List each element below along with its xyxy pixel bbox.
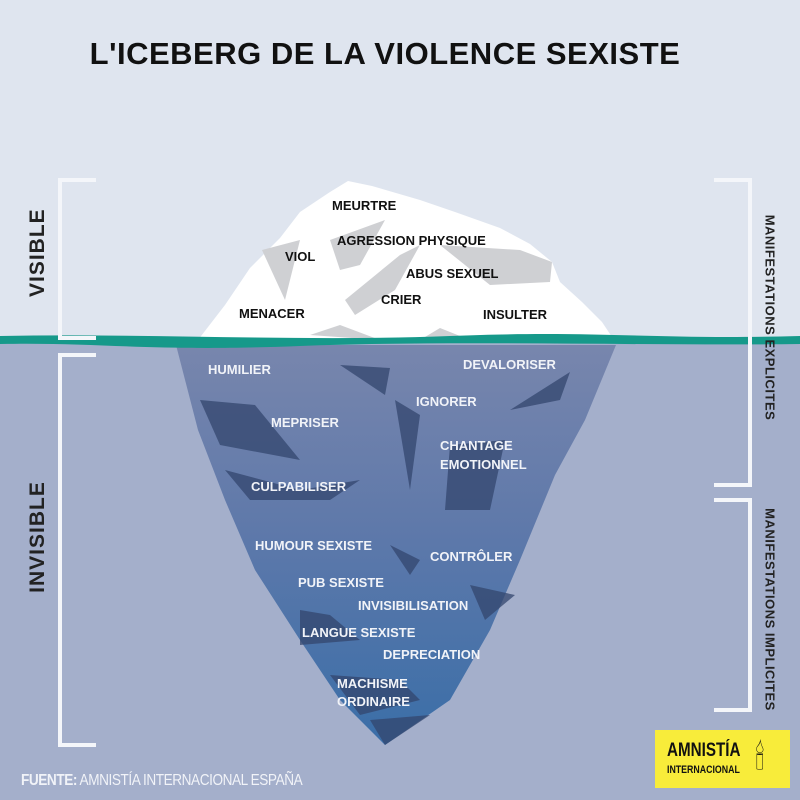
- word-devaloriser: DEVALORISER: [463, 357, 556, 372]
- word-pub-sexiste: PUB SEXISTE: [298, 575, 384, 590]
- source-label: FUENTE:: [21, 772, 77, 789]
- candle-barbed-wire-icon: 🕯: [755, 739, 765, 777]
- word-langue-sexiste: LANGUE SEXISTE: [302, 625, 416, 640]
- word-depreciation: DEPRECIATION: [383, 647, 481, 662]
- word-ordinaire: ORDINAIRE: [337, 694, 410, 709]
- visible-bracket: [58, 178, 96, 340]
- word-crier: CRIER: [381, 292, 422, 307]
- word-chantage: CHANTAGE: [440, 438, 513, 453]
- brackets: [58, 178, 752, 747]
- source-credit: FUENTE: AMNISTÍA INTERNACIONAL ESPAÑA: [21, 772, 303, 790]
- explicit-bracket: [714, 178, 752, 487]
- visible-label: VISIBLE: [26, 208, 49, 297]
- word-culpabiliser: CULPABILISER: [251, 479, 347, 494]
- source-text: AMNISTÍA INTERNACIONAL ESPAÑA: [76, 772, 303, 789]
- amnesty-logo: AMNISTÍA INTERNACIONAL 🕯: [655, 730, 790, 788]
- invisible-bracket: [58, 353, 96, 747]
- logo-line2: INTERNACIONAL: [667, 764, 740, 776]
- logo-line1: AMNISTÍA: [667, 740, 741, 761]
- word-humilier: HUMILIER: [208, 362, 271, 377]
- word-invisibilisation: INVISIBILISATION: [358, 598, 469, 613]
- word-machisme: MACHISME: [337, 676, 408, 691]
- word-abus-sexuel: ABUS SEXUEL: [406, 266, 499, 281]
- word-emotionnel: EMOTIONNEL: [440, 457, 527, 472]
- implicit-label: MANIFESTATIONS IMPLICITES: [762, 508, 778, 711]
- word-controler: CONTRÔLER: [430, 549, 513, 564]
- implicit-bracket: [714, 498, 752, 712]
- iceberg-underwater-facets: [200, 365, 570, 745]
- word-insulter: INSULTER: [483, 307, 548, 322]
- word-viol: VIOL: [285, 249, 316, 264]
- invisible-label: INVISIBLE: [26, 481, 49, 593]
- waterline: [0, 334, 800, 348]
- word-mepriser: MEPRISER: [271, 415, 339, 430]
- word-agression-physique: AGRESSION PHYSIQUE: [337, 233, 486, 248]
- page-title: L'ICEBERG DE LA VIOLENCE SEXISTE: [89, 36, 681, 71]
- word-menacer: MENACER: [239, 306, 305, 321]
- explicit-label: MANIFESTATIONS EXPLICITES: [762, 214, 778, 421]
- word-humour-sexiste: HUMOUR SEXISTE: [255, 538, 373, 553]
- word-meurtre: MEURTRE: [332, 198, 397, 213]
- word-ignorer: IGNORER: [416, 394, 477, 409]
